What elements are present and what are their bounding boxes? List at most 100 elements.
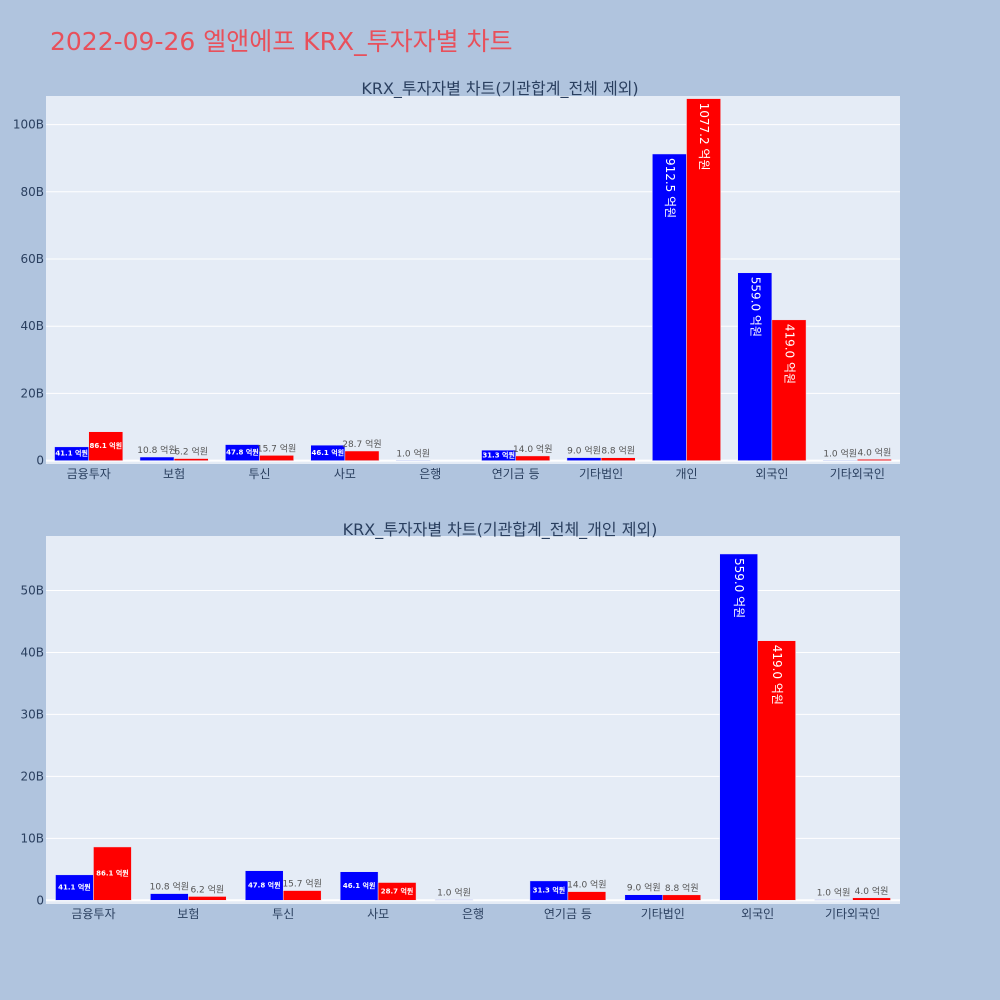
x-tick-label: 기타법인 [641,907,685,921]
bar [515,455,551,461]
bar [652,153,687,461]
x-tick-label: 외국인 [741,907,774,921]
bar [814,899,853,901]
bar-value-label: 559.0 억원 [748,277,762,337]
bar-value-label: 1077.2 억원 [697,103,711,171]
y-tick-label: 10B [20,831,44,845]
bar-value-label: 559.0 억원 [732,558,746,618]
x-tick-label: 투신 [272,907,294,921]
bar-value-label: 86.1 억원 [96,869,129,878]
bar [719,553,758,901]
y-tick-label: 0 [36,454,44,468]
bar-value-label: 14.0 억원 [567,879,606,891]
bar [600,457,636,461]
y-tick-label: 20B [20,386,44,400]
bar-value-label: 419.0 억원 [770,645,784,705]
x-tick-label: 기타외국인 [830,467,885,481]
bar [662,894,701,901]
x-tick-label: 은행 [419,466,441,481]
bar [686,98,721,461]
bar [434,899,474,901]
bar [377,882,417,901]
bar [344,450,380,461]
y-tick-label: 60B [20,252,44,266]
bar [757,640,796,901]
bar-value-label: 15.7 억원 [257,442,296,454]
chart-subtitle: KRX_투자자별 차트(기관합계_전체 제외) [361,79,638,99]
bar-value-label: 31.3 억원 [482,450,515,459]
bar [173,458,209,461]
bar [771,319,807,461]
x-tick-label: 투신 [248,467,270,481]
bar-value-label: 8.8 억원 [601,445,635,457]
bar-value-label: 6.2 억원 [190,883,224,895]
bar-value-label: 1.0 억원 [437,887,471,899]
bar [624,894,664,901]
x-tick-label: 보험 [163,467,185,481]
chart-top: 0 20B 40B 60B 80B 100B KRX_투자자별 차트(기관합계_전체 제외)… [13,79,900,481]
x-tick-label: 사모 [367,907,389,921]
x-tick-label: 개인 [675,467,697,481]
bar [529,880,569,901]
bar-value-label: 6.2 억원 [174,446,208,458]
bar [245,870,284,901]
bar-value-label: 4.0 억원 [858,446,892,458]
x-tick-label: 은행 [462,906,484,921]
bar [225,444,260,461]
y-tick-label: 40B [20,645,44,659]
page-title: 2022-09-26 엘앤에프 KRX_투자자별 차트 [50,27,513,56]
bar [282,890,322,901]
bar [857,459,892,461]
bar-value-label: 28.7 억원 [342,438,381,450]
bar [481,449,516,461]
x-tick-label: 금융투자 [71,907,115,921]
bar [150,893,189,901]
bar [88,431,124,461]
y-tick-label: 0 [36,893,44,907]
x-tick-label: 외국인 [755,467,788,481]
bar [737,272,773,461]
bar-value-label: 46.1 억원 [312,448,345,457]
bar-value-label: 1.0 억원 [823,447,857,459]
bar [567,891,607,901]
bar-value-label: 28.7 억원 [381,886,414,895]
bar-value-label: 86.1 억원 [89,441,122,450]
bar-value-label: 47.8 억원 [226,448,259,457]
bar-value-label: 9.0 억원 [567,445,601,457]
bar [259,455,294,461]
bar [93,846,132,901]
x-tick-label: 기타외국인 [825,907,880,921]
bar-value-label: 10.8 억원 [137,444,176,456]
x-tick-label: 연기금 등 [492,467,540,481]
x-tick-label: 기타법인 [579,467,623,481]
bar-value-label: 4.0 억원 [855,885,889,897]
x-tick-label: 사모 [334,467,356,481]
y-tick-label: 100B [13,118,44,132]
bar-value-label: 14.0 억원 [513,443,552,455]
bar-value-label: 41.1 억원 [58,883,91,892]
bar-value-label: 41.1 억원 [55,449,88,458]
bar-value-label: 419.0 억원 [782,324,796,384]
bar [55,874,94,901]
bar-value-label: 912.5 억원 [663,158,677,218]
y-tick-label: 50B [20,584,44,598]
y-tick-label: 40B [20,319,44,333]
bar [188,896,227,901]
y-tick-label: 30B [20,707,44,721]
bar-value-label: 1.0 억원 [396,447,430,459]
y-tick-label: 20B [20,769,44,783]
x-tick-label: 금융투자 [67,467,111,481]
chart-subtitle: KRX_투자자별 차트(기관합계_전체_개인 제외) [343,520,658,540]
bar-value-label: 47.8 억원 [248,880,281,889]
bar [852,897,891,901]
y-tick-label: 80B [20,185,44,199]
x-tick-label: 연기금 등 [544,907,592,921]
bar-value-label: 10.8 억원 [150,881,189,893]
bar-value-label: 9.0 억원 [627,882,661,894]
bar-value-label: 15.7 억원 [282,878,321,890]
bar-value-label: 1.0 억원 [817,887,851,899]
bar-value-label: 31.3 억원 [533,886,566,895]
bar-value-label: 8.8 억원 [665,882,699,894]
x-tick-label: 보험 [177,907,199,921]
